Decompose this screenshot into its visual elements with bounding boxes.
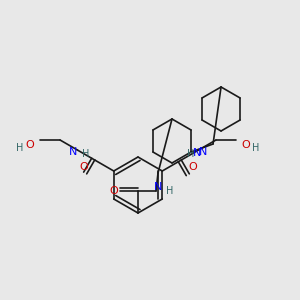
Text: H: H (16, 143, 24, 153)
Text: N: N (69, 147, 78, 157)
Text: N: N (193, 148, 201, 158)
Text: H: H (187, 149, 194, 159)
Text: O: O (110, 186, 118, 196)
Text: O: O (188, 162, 197, 172)
Text: O: O (242, 140, 250, 150)
Text: O: O (79, 162, 88, 172)
Text: H: H (166, 186, 174, 196)
Text: H: H (82, 149, 89, 159)
Text: N: N (198, 147, 207, 157)
Text: N: N (154, 182, 162, 192)
Text: H: H (252, 143, 260, 153)
Text: O: O (26, 140, 34, 150)
